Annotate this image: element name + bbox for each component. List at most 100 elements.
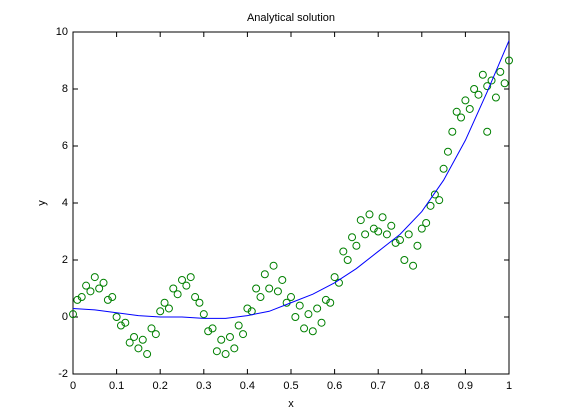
x-tick-label: 0.6 <box>327 380 342 392</box>
data-point <box>326 298 335 307</box>
data-point <box>409 261 418 270</box>
data-point <box>86 287 95 296</box>
x-tick-label: 0 <box>70 380 76 392</box>
data-point <box>134 344 143 353</box>
data-point <box>103 295 112 304</box>
data-point <box>291 313 300 321</box>
data-point <box>265 284 274 293</box>
data-point <box>496 67 505 76</box>
x-tick-label: 0.8 <box>414 380 429 392</box>
data-point <box>491 93 500 102</box>
data-point <box>112 313 121 321</box>
data-point <box>378 213 387 222</box>
data-point <box>404 230 413 239</box>
x-tick-label: 0.4 <box>240 380 255 392</box>
data-point <box>313 304 322 313</box>
data-point <box>138 335 147 344</box>
data-point <box>465 104 474 113</box>
data-point <box>147 324 156 333</box>
data-point <box>487 76 496 85</box>
data-point <box>483 127 492 136</box>
data-point <box>500 79 509 88</box>
data-point <box>116 321 125 330</box>
data-point <box>156 307 165 316</box>
x-tick-label: 0.9 <box>458 380 473 392</box>
data-point <box>439 164 448 173</box>
data-point <box>343 256 352 264</box>
data-point <box>396 236 404 245</box>
data-point <box>278 275 287 284</box>
data-point <box>208 324 217 333</box>
y-tick-label: 0 <box>62 311 68 323</box>
y-tick-label: 2 <box>62 254 68 266</box>
data-point <box>505 56 513 65</box>
x-tick-label: 0.7 <box>371 380 386 392</box>
data-point <box>391 238 400 247</box>
data-point <box>77 293 86 302</box>
data-point <box>382 230 391 239</box>
data-point <box>273 287 282 296</box>
data-point <box>461 96 470 105</box>
data-point <box>169 284 178 293</box>
data-point <box>430 190 439 199</box>
data-point <box>164 304 173 313</box>
data-point <box>217 335 226 344</box>
data-point <box>369 224 378 233</box>
data-point <box>182 281 191 290</box>
data-point <box>483 82 492 91</box>
data-point <box>457 113 466 122</box>
data-point <box>304 310 313 319</box>
data-point <box>260 270 269 279</box>
data-point <box>400 256 409 264</box>
data-point <box>173 290 182 299</box>
data-point <box>82 281 91 290</box>
data-point <box>295 301 304 310</box>
data-point <box>470 85 479 93</box>
data-point <box>195 298 204 307</box>
data-point <box>330 273 339 282</box>
data-point <box>448 127 457 136</box>
data-point <box>317 318 326 327</box>
data-point <box>108 293 117 302</box>
plot-area <box>72 31 510 375</box>
y-tick-label: 6 <box>62 140 68 152</box>
data-point <box>204 327 213 336</box>
data-point <box>69 310 77 319</box>
data-point <box>95 284 104 293</box>
data-point <box>186 273 195 282</box>
data-point <box>178 275 186 284</box>
data-point <box>435 196 444 205</box>
data-point <box>73 295 82 304</box>
data-point <box>239 330 248 339</box>
data-point <box>365 210 374 219</box>
y-tick-label: 8 <box>62 83 68 95</box>
data-point <box>361 230 370 239</box>
data-point <box>151 330 160 339</box>
data-point <box>234 321 243 330</box>
data-point <box>422 218 431 227</box>
data-point <box>143 350 152 359</box>
data-point <box>426 201 435 210</box>
y-axis-label: y <box>36 200 48 206</box>
x-tick-label: 0.3 <box>196 380 211 392</box>
data-point <box>191 293 200 302</box>
data-point <box>443 147 452 156</box>
data-point <box>125 338 134 347</box>
data-point <box>121 318 130 327</box>
data-point <box>308 327 317 336</box>
data-point <box>269 261 278 270</box>
data-point <box>374 227 383 236</box>
data-point <box>221 350 230 359</box>
data-point <box>387 221 396 230</box>
data-point <box>352 241 361 250</box>
data-point <box>130 332 139 341</box>
data-point <box>256 293 265 302</box>
chart-title: Analytical solution <box>247 12 335 24</box>
data-point <box>478 70 487 79</box>
data-point <box>212 347 221 356</box>
data-point <box>252 284 261 293</box>
x-tick-label: 0.5 <box>283 380 298 392</box>
x-axis-label: x <box>288 398 294 410</box>
solution-line <box>72 40 510 319</box>
